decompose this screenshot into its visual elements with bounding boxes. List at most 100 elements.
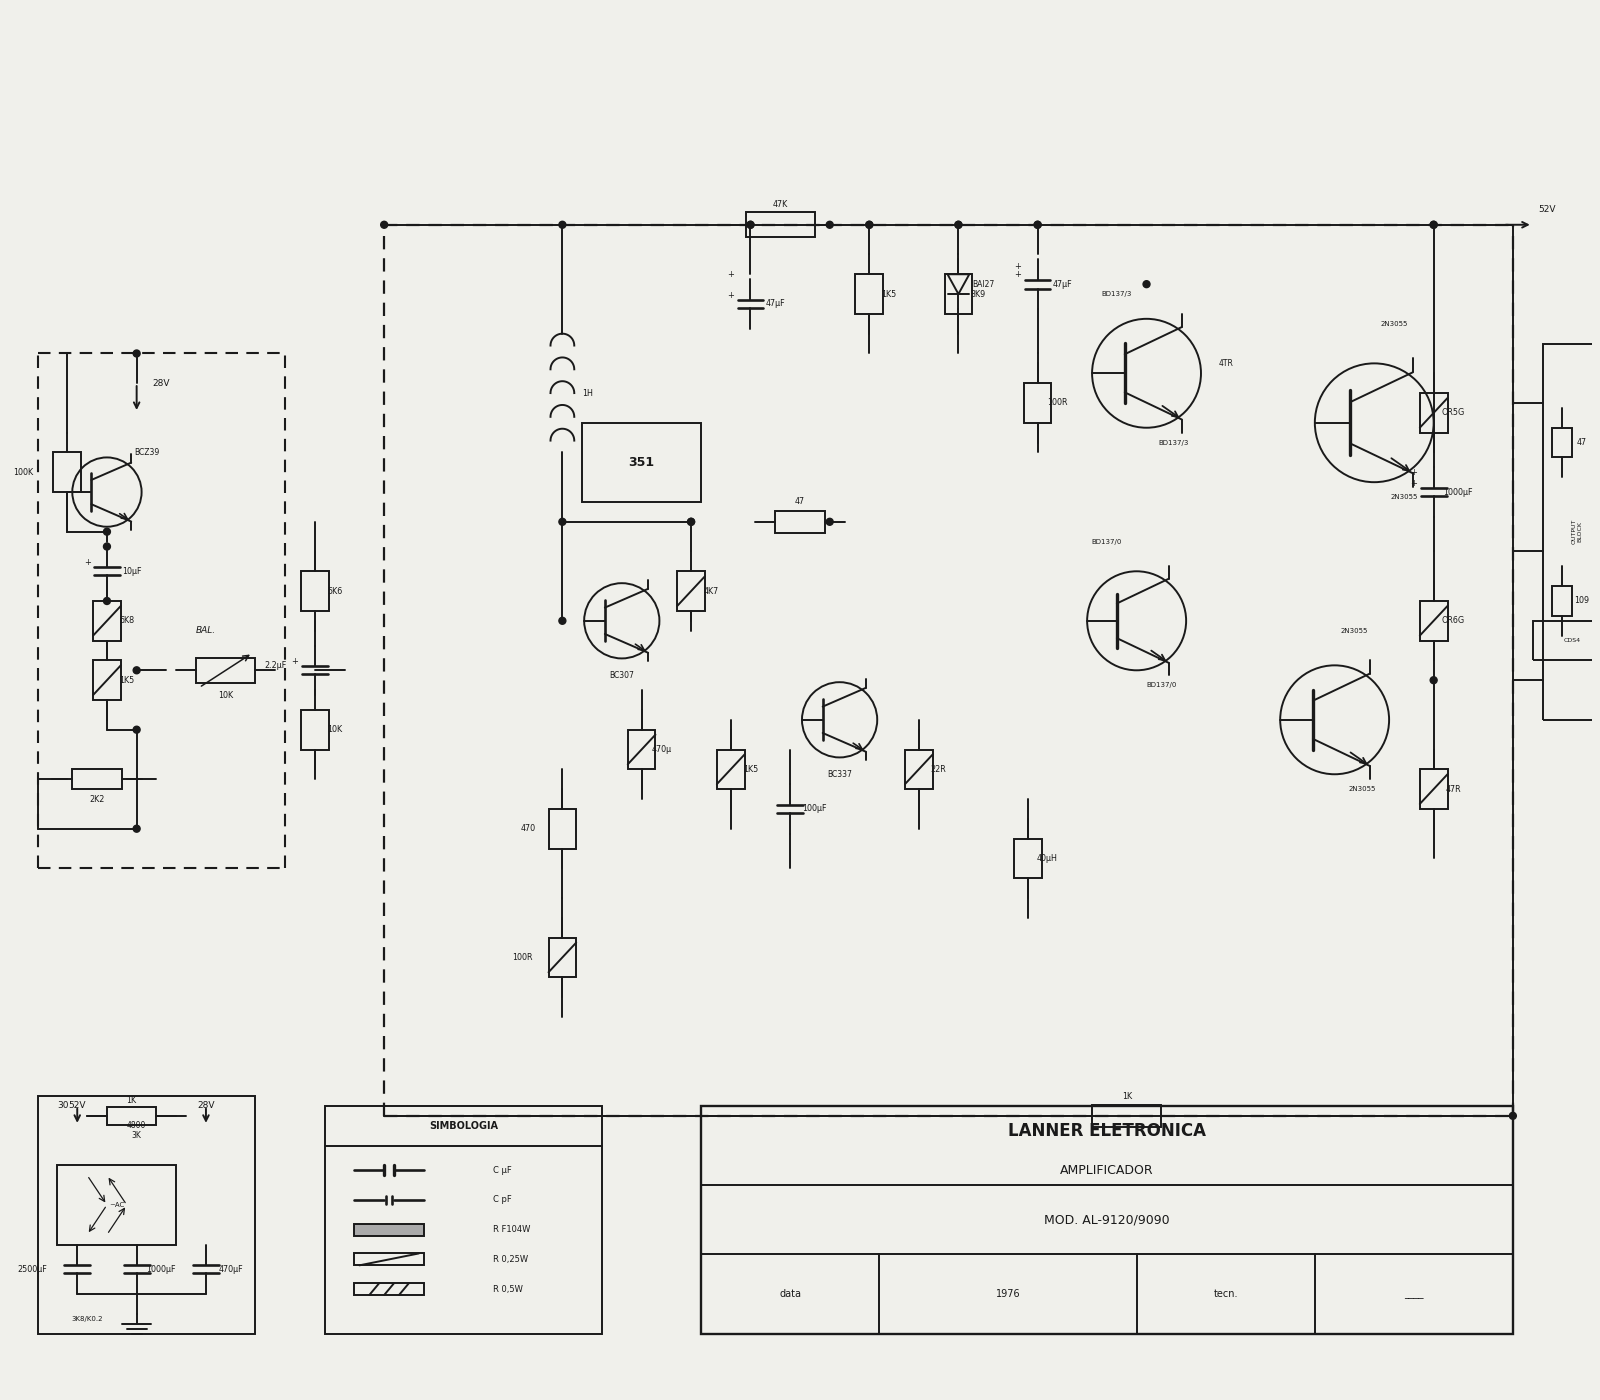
Text: 28V: 28V bbox=[197, 1102, 214, 1110]
Text: BD137/3: BD137/3 bbox=[1102, 291, 1133, 297]
Text: 2K2: 2K2 bbox=[90, 795, 104, 804]
Text: 10µF: 10µF bbox=[122, 567, 141, 575]
Circle shape bbox=[826, 221, 834, 228]
Text: 47µF: 47µF bbox=[1053, 280, 1072, 288]
Circle shape bbox=[133, 727, 141, 734]
Text: +: + bbox=[1014, 262, 1021, 270]
Text: 22R: 22R bbox=[931, 764, 947, 774]
Circle shape bbox=[104, 543, 110, 550]
Circle shape bbox=[1430, 221, 1437, 228]
Text: LANNER ELETRONICA: LANNER ELETRONICA bbox=[1008, 1121, 1206, 1140]
Text: +: + bbox=[728, 291, 734, 300]
Text: 2N3055: 2N3055 bbox=[1341, 627, 1368, 634]
Text: 1000µF: 1000µF bbox=[1443, 487, 1474, 497]
Circle shape bbox=[104, 598, 110, 605]
Text: +: + bbox=[1411, 468, 1418, 477]
Text: 10K: 10K bbox=[326, 725, 342, 734]
Text: 100µF: 100µF bbox=[803, 805, 827, 813]
Text: 100R: 100R bbox=[512, 953, 533, 962]
Text: 1K5: 1K5 bbox=[882, 290, 896, 298]
Text: ____: ____ bbox=[1405, 1289, 1424, 1299]
Text: 100K: 100K bbox=[13, 468, 34, 477]
Text: MOD. AL-9120/9090: MOD. AL-9120/9090 bbox=[1045, 1214, 1170, 1226]
Text: +: + bbox=[291, 657, 299, 666]
Text: 30: 30 bbox=[58, 1102, 69, 1110]
Text: 1K: 1K bbox=[1122, 1092, 1131, 1100]
Text: 470µF: 470µF bbox=[218, 1264, 243, 1274]
Text: 3K9: 3K9 bbox=[971, 290, 986, 298]
Text: 2N3055: 2N3055 bbox=[1390, 494, 1418, 500]
Text: R F104W: R F104W bbox=[493, 1225, 531, 1235]
Circle shape bbox=[558, 617, 566, 624]
Text: R 0,25W: R 0,25W bbox=[493, 1254, 528, 1264]
Text: 351: 351 bbox=[629, 456, 654, 469]
Text: 52V: 52V bbox=[1539, 206, 1557, 214]
Circle shape bbox=[866, 221, 872, 228]
Circle shape bbox=[133, 666, 141, 673]
Text: +: + bbox=[1411, 479, 1418, 487]
Circle shape bbox=[133, 825, 141, 832]
Circle shape bbox=[1430, 221, 1437, 228]
Text: 3K8/K0.2: 3K8/K0.2 bbox=[72, 1316, 102, 1322]
Text: CDS4: CDS4 bbox=[1563, 638, 1581, 643]
Text: 100R: 100R bbox=[1046, 399, 1067, 407]
Circle shape bbox=[747, 221, 754, 228]
Text: 47: 47 bbox=[1578, 438, 1587, 447]
FancyBboxPatch shape bbox=[355, 1224, 424, 1236]
Text: 1H: 1H bbox=[582, 389, 592, 398]
Text: OR5G: OR5G bbox=[1442, 409, 1466, 417]
Text: 10K: 10K bbox=[218, 690, 234, 700]
Text: 1K: 1K bbox=[126, 1096, 136, 1106]
Text: BC307: BC307 bbox=[610, 671, 634, 680]
Text: C µF: C µF bbox=[493, 1166, 512, 1175]
Text: 28V: 28V bbox=[152, 378, 170, 388]
Text: 2.2µF: 2.2µF bbox=[264, 661, 286, 669]
Text: 1K5: 1K5 bbox=[742, 764, 758, 774]
Text: 1976: 1976 bbox=[995, 1289, 1021, 1299]
Circle shape bbox=[104, 528, 110, 535]
Text: OR6G: OR6G bbox=[1442, 616, 1466, 626]
Text: 2N3055: 2N3055 bbox=[1381, 321, 1408, 326]
Text: 52V: 52V bbox=[69, 1102, 86, 1110]
Text: 1K5: 1K5 bbox=[118, 676, 134, 685]
Text: 470µ: 470µ bbox=[651, 745, 672, 755]
Text: 5K6: 5K6 bbox=[326, 587, 342, 595]
Text: BD137/3: BD137/3 bbox=[1158, 440, 1189, 445]
Text: AMPLIFICADOR: AMPLIFICADOR bbox=[1061, 1163, 1154, 1177]
Text: data: data bbox=[779, 1289, 802, 1299]
Circle shape bbox=[558, 518, 566, 525]
Text: +: + bbox=[728, 270, 734, 279]
Circle shape bbox=[1034, 221, 1042, 228]
Text: BD137/0: BD137/0 bbox=[1146, 682, 1176, 689]
Text: 47R: 47R bbox=[1446, 784, 1461, 794]
Text: +: + bbox=[83, 557, 91, 567]
Text: 2N3055: 2N3055 bbox=[1349, 787, 1376, 792]
Text: 1000µF: 1000µF bbox=[147, 1264, 176, 1274]
Text: BD137/0: BD137/0 bbox=[1091, 539, 1122, 545]
Circle shape bbox=[1034, 221, 1042, 228]
Text: 4K7: 4K7 bbox=[704, 587, 718, 595]
Text: +: + bbox=[1014, 270, 1021, 279]
Text: BAL.: BAL. bbox=[195, 626, 216, 636]
Text: 47K: 47K bbox=[773, 200, 787, 210]
Circle shape bbox=[381, 221, 387, 228]
Circle shape bbox=[688, 518, 694, 525]
Text: BC337: BC337 bbox=[827, 770, 853, 778]
Circle shape bbox=[866, 221, 872, 228]
Text: 47µF: 47µF bbox=[765, 300, 786, 308]
Circle shape bbox=[558, 221, 566, 228]
Circle shape bbox=[747, 221, 754, 228]
Text: 47: 47 bbox=[795, 497, 805, 507]
Circle shape bbox=[1142, 281, 1150, 287]
Circle shape bbox=[1430, 676, 1437, 683]
Text: BAI27: BAI27 bbox=[973, 280, 994, 288]
Text: R 0,5W: R 0,5W bbox=[493, 1285, 523, 1294]
Text: tecn.: tecn. bbox=[1213, 1289, 1238, 1299]
Text: 109: 109 bbox=[1574, 596, 1590, 605]
Circle shape bbox=[955, 221, 962, 228]
Text: 470: 470 bbox=[520, 825, 536, 833]
Text: 6K8: 6K8 bbox=[118, 616, 134, 626]
Text: 40µH: 40µH bbox=[1037, 854, 1058, 862]
Text: 4TR: 4TR bbox=[1218, 358, 1234, 368]
Circle shape bbox=[826, 518, 834, 525]
